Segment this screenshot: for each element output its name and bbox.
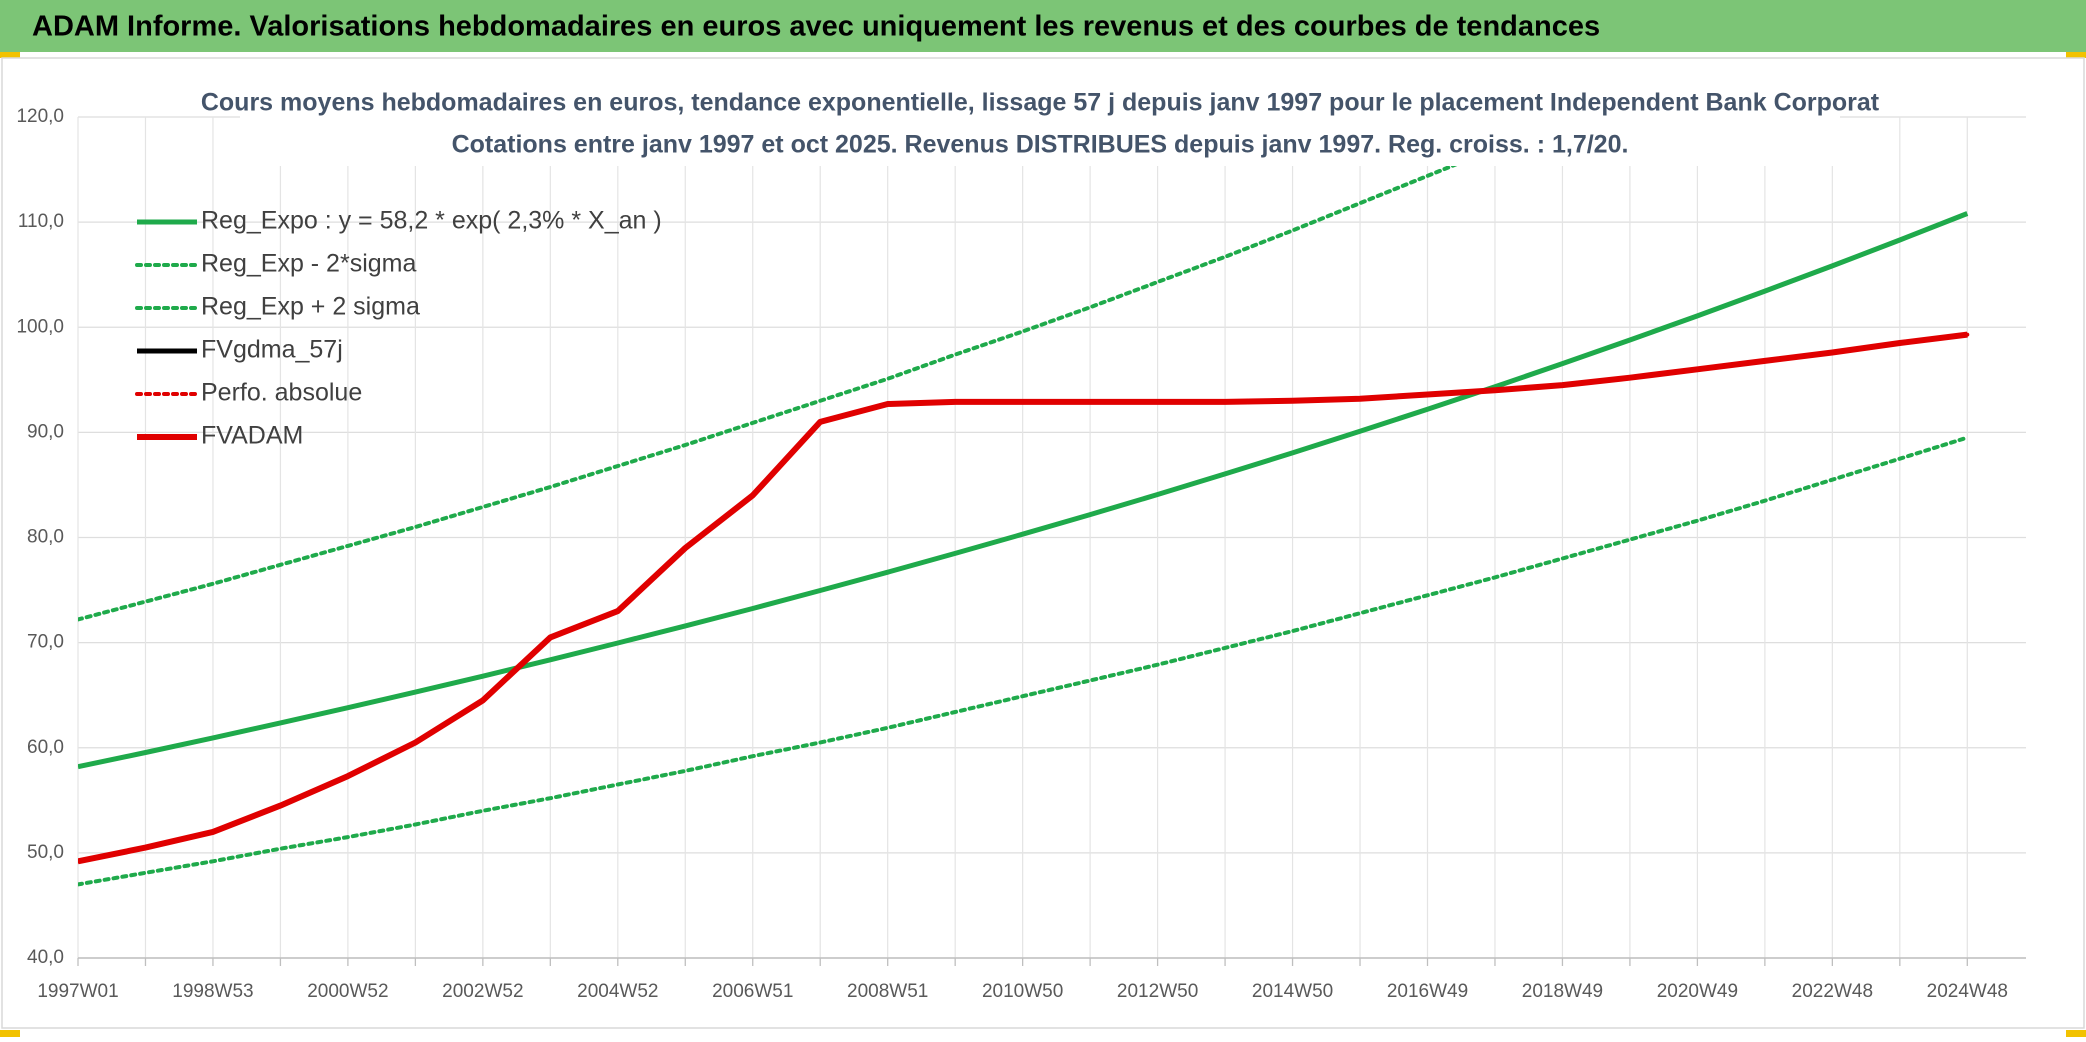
x-tick-label: 2002W52 — [442, 981, 523, 1002]
header-title: ADAM Informe. Valorisations hebdomadaire… — [32, 11, 1600, 43]
grid — [77, 116, 2026, 959]
chart-title: Cours moyens hebdomadaires en euros, ten… — [201, 89, 1880, 117]
corner-mark — [0, 1030, 20, 1037]
series-line — [78, 435, 1970, 887]
y-tick-label: 100,0 — [16, 316, 64, 337]
legend-label: Reg_Exp - 2*sigma — [201, 250, 416, 278]
x-tick-label: 2006W51 — [712, 981, 793, 1002]
legend-label: FVADAM — [201, 422, 303, 450]
legend-label: FVgdma_57j — [201, 336, 343, 364]
chart-frame — [1, 57, 2085, 1029]
series-line — [78, 117, 1573, 622]
corner-mark — [2066, 1030, 2086, 1037]
series-line — [78, 331, 1968, 865]
x-tick-label: 2000W52 — [307, 981, 388, 1002]
x-tick-label: 2016W49 — [1387, 981, 1468, 1002]
x-tick-label: 2018W49 — [1522, 981, 1603, 1002]
x-tick-label: 2024W48 — [1927, 981, 2008, 1002]
legend-label: Perfo. absolue — [201, 379, 362, 407]
x-tick-label: 1997W01 — [37, 981, 118, 1002]
x-tick-label: 2022W48 — [1792, 981, 1873, 1002]
legend-label: Reg_Expo : y = 58,2 * exp( 2,3% * X_an ) — [201, 207, 662, 235]
legend-label: Reg_Exp + 2 sigma — [201, 293, 420, 321]
x-tick-label: 2012W50 — [1117, 981, 1198, 1002]
x-tick-label: 2020W49 — [1657, 981, 1738, 1002]
x-tick-label: 2004W52 — [577, 981, 658, 1002]
y-tick-label: 40,0 — [27, 947, 64, 968]
x-tick-label: 2014W50 — [1252, 981, 1333, 1002]
y-tick-label: 90,0 — [27, 421, 64, 442]
y-tick-label: 120,0 — [16, 106, 64, 127]
legend: Reg_Expo : y = 58,2 * exp( 2,3% * X_an )… — [135, 207, 662, 450]
title-backdrop — [240, 86, 1840, 166]
corner-mark — [2066, 52, 2086, 58]
y-tick-label: 110,0 — [18, 211, 64, 232]
axes: 40,0 50,0 60,0 70,0 80,0 90,0 100,0 110,0 120,0 1… — [16, 106, 2026, 1002]
series-line — [78, 211, 1969, 770]
x-tick-label: 2008W51 — [847, 981, 928, 1002]
corner-mark — [0, 52, 20, 58]
header-bar — [0, 0, 2086, 52]
chart-subtitle: Cotations entre janv 1997 et oct 2025. R… — [452, 131, 1629, 159]
x-tick-label: 1998W53 — [172, 981, 253, 1002]
x-tick-label: 2010W50 — [982, 981, 1063, 1002]
plot-area — [78, 117, 1970, 887]
y-tick-label: 80,0 — [27, 527, 64, 548]
y-tick-label: 70,0 — [27, 632, 64, 653]
y-tick-label: 60,0 — [27, 737, 64, 758]
y-tick-label: 50,0 — [27, 842, 64, 863]
